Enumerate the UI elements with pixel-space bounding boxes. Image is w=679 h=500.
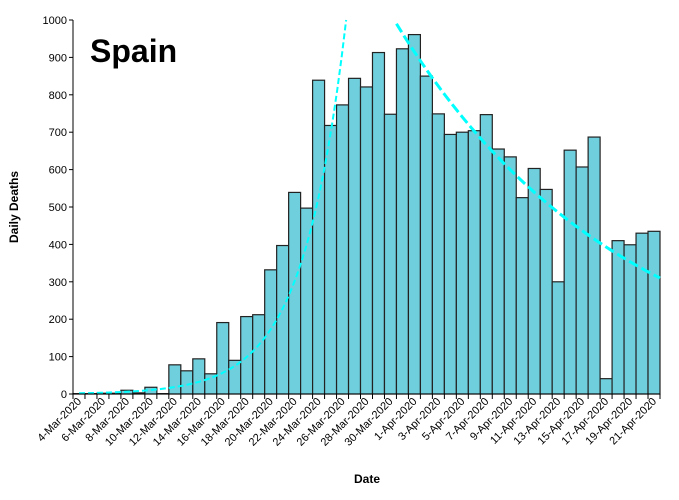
- bar-8-Apr-2020: [492, 149, 504, 394]
- bar-18-Mar-2020: [241, 317, 253, 394]
- bar-2-Apr-2020: [420, 76, 432, 394]
- y-tick-label: 1000: [43, 15, 67, 27]
- y-tick-label: 600: [49, 165, 67, 177]
- bar-17-Apr-2020: [600, 379, 612, 394]
- bar-26-Mar-2020: [337, 105, 349, 394]
- bar-12-Mar-2020: [169, 365, 181, 394]
- bar-23-Mar-2020: [301, 208, 313, 394]
- y-tick-label: 800: [49, 90, 67, 102]
- bar-18-Apr-2020: [612, 241, 624, 394]
- y-tick-label: 300: [49, 277, 67, 289]
- bar-20-Apr-2020: [636, 233, 648, 394]
- y-tick-label: 0: [61, 389, 67, 401]
- bar-3-Apr-2020: [432, 114, 444, 394]
- bar-6-Apr-2020: [468, 131, 480, 394]
- bar-28-Mar-2020: [361, 87, 373, 394]
- y-tick-label: 700: [49, 127, 67, 139]
- bar-25-Mar-2020: [325, 125, 337, 394]
- bar-12-Apr-2020: [540, 189, 552, 394]
- bar-15-Apr-2020: [576, 167, 588, 394]
- bar-17-Mar-2020: [229, 360, 241, 394]
- bar-16-Apr-2020: [588, 137, 600, 394]
- y-tick-label: 100: [49, 352, 67, 364]
- y-tick-label: 200: [49, 314, 67, 326]
- bar-19-Apr-2020: [624, 245, 636, 394]
- y-tick-label: 900: [49, 52, 67, 64]
- bar-29-Mar-2020: [372, 53, 384, 394]
- bar-31-Mar-2020: [396, 49, 408, 394]
- bar-27-Mar-2020: [349, 78, 361, 394]
- y-axis-label: Daily Deaths: [7, 171, 21, 243]
- bar-14-Apr-2020: [564, 150, 576, 394]
- bar-13-Apr-2020: [552, 282, 564, 394]
- bar-5-Apr-2020: [456, 132, 468, 394]
- bar-21-Mar-2020: [277, 246, 289, 394]
- bar-7-Apr-2020: [480, 115, 492, 394]
- bar-11-Apr-2020: [528, 168, 540, 394]
- bar-10-Apr-2020: [516, 198, 528, 394]
- bar-24-Mar-2020: [313, 80, 325, 394]
- bar-30-Mar-2020: [384, 114, 396, 394]
- bar-16-Mar-2020: [217, 323, 229, 394]
- chart-title: Spain: [90, 33, 177, 69]
- bar-19-Mar-2020: [253, 315, 265, 394]
- bar-21-Apr-2020: [648, 231, 660, 394]
- y-tick-label: 500: [49, 202, 67, 214]
- bar-4-Apr-2020: [444, 134, 456, 394]
- bar-1-Apr-2020: [408, 35, 420, 394]
- bar-20-Mar-2020: [265, 270, 277, 394]
- bar-14-Mar-2020: [193, 359, 205, 394]
- y-tick-label: 400: [49, 239, 67, 251]
- bar-9-Apr-2020: [504, 157, 516, 394]
- bar-13-Mar-2020: [181, 371, 193, 394]
- x-axis-label: Date: [354, 472, 380, 486]
